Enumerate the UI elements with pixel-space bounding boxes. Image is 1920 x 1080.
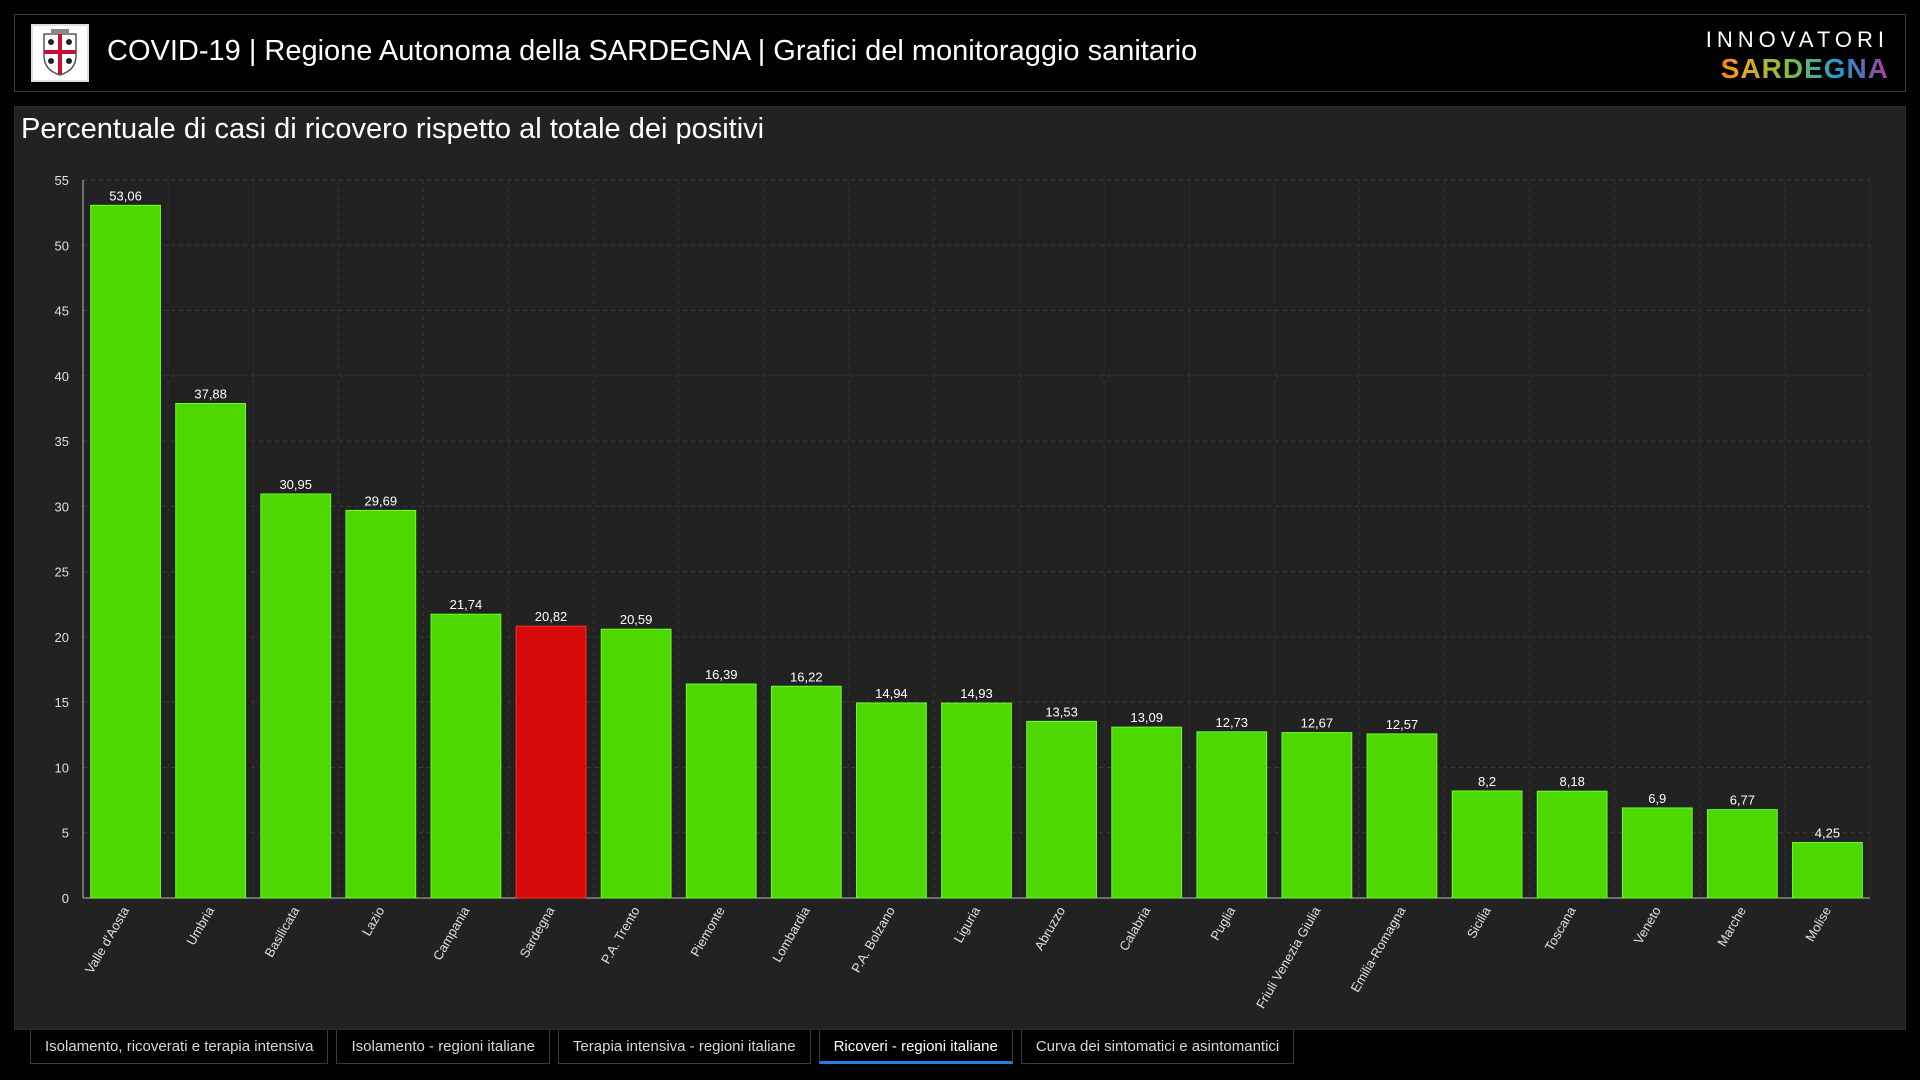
x-tick-label: P.A. Trento	[598, 904, 643, 966]
y-tick-label: 5	[62, 826, 69, 841]
tab-2[interactable]: Terapia intensiva - regioni italiane	[557, 1030, 811, 1064]
bar	[515, 625, 587, 899]
bar	[260, 493, 332, 899]
y-tick-label: 15	[55, 695, 69, 710]
sardinia-coat-of-arms-logo	[31, 24, 89, 82]
x-tick-label: Basilicata	[262, 903, 303, 959]
bar	[90, 204, 161, 899]
app-header: COVID-19 | Regione Autonoma della SARDEG…	[14, 14, 1906, 92]
bar-value-label: 12,73	[1216, 715, 1249, 730]
bar	[941, 702, 1012, 899]
x-tick-label: Veneto	[1631, 904, 1664, 947]
chart-panel: Percentuale di casi di ricovero rispetto…	[14, 106, 1906, 1030]
bar	[175, 402, 247, 899]
bar-value-label: 16,22	[790, 669, 823, 684]
tab-1[interactable]: Isolamento - regioni italiane	[336, 1030, 550, 1064]
bar-value-label: 14,93	[960, 686, 993, 701]
y-tick-label: 55	[55, 173, 69, 188]
tab-3[interactable]: Ricoveri - regioni italiane	[818, 1030, 1013, 1064]
x-tick-label: Piemonte	[687, 904, 727, 959]
bar-value-label: 12,57	[1386, 717, 1419, 732]
bar	[1621, 807, 1693, 899]
innovatori-sardegna-logo: INNOVATORI SARDEGNA	[1689, 27, 1889, 85]
x-tick-label: Calabria	[1116, 903, 1154, 953]
x-tick-label: Campania	[430, 903, 473, 962]
y-tick-label: 30	[55, 499, 69, 514]
bar	[1111, 726, 1183, 899]
x-tick-label: Umbria	[183, 903, 217, 947]
bar-value-label: 6,9	[1648, 791, 1666, 806]
y-tick-label: 45	[55, 304, 69, 319]
bar	[1281, 732, 1353, 899]
bar	[345, 509, 417, 899]
bar-value-label: 8,18	[1560, 774, 1585, 789]
x-tick-label: Puglia	[1207, 903, 1238, 942]
bar-value-label: 6,77	[1730, 793, 1755, 808]
bar-value-label: 13,09	[1130, 710, 1163, 725]
bar-value-label: 20,59	[620, 612, 653, 627]
y-tick-label: 50	[55, 238, 69, 253]
x-tick-label: Sicilia	[1464, 903, 1494, 941]
bar-value-label: 29,69	[365, 493, 398, 508]
bar	[1451, 790, 1523, 899]
bar-value-label: 37,88	[194, 386, 227, 401]
y-tick-label: 10	[55, 760, 69, 775]
x-tick-label: Molise	[1802, 904, 1834, 944]
bar-value-label: 13,53	[1045, 704, 1078, 719]
x-tick-label: Friuli Venezia Giulia	[1253, 903, 1324, 1011]
bar-value-label: 16,39	[705, 667, 738, 682]
y-tick-label: 25	[55, 565, 69, 580]
tab-bar: Isolamento, ricoverati e terapia intensi…	[30, 1030, 1295, 1066]
x-tick-label: Marche	[1714, 904, 1749, 949]
x-tick-label: P.A. Bolzano	[848, 904, 898, 975]
bar	[430, 613, 502, 899]
chart-title: Percentuale di casi di ricovero rispetto…	[21, 113, 765, 145]
y-tick-label: 35	[55, 434, 69, 449]
bar-value-label: 4,25	[1815, 826, 1840, 841]
x-tick-label: Sardegna	[516, 903, 558, 960]
x-tick-label: Lazio	[359, 904, 388, 938]
bar-value-label: 8,2	[1478, 774, 1496, 789]
page-title: COVID-19 | Regione Autonoma della SARDEG…	[107, 35, 1198, 67]
bar	[1536, 790, 1608, 899]
bar	[1706, 809, 1778, 899]
bar	[856, 702, 927, 899]
x-tick-label: Valle d'Aosta	[82, 903, 133, 976]
x-tick-label: Liguria	[951, 903, 984, 945]
coat-of-arms-icon	[43, 29, 77, 76]
brand-bottom-text: SARDEGNA	[1689, 53, 1889, 85]
bar-chart: 0 5 10 15 20 25 30 35 40 45 50 55 53,06 Valle d'Aosta…	[55, 173, 1871, 1011]
x-tick-label: Abruzzo	[1031, 904, 1068, 953]
bar	[1196, 731, 1268, 899]
bar-value-label: 14,94	[875, 686, 908, 701]
x-tick-label: Emilia-Romagna	[1348, 903, 1409, 994]
tab-0[interactable]: Isolamento, ricoverati e terapia intensi…	[30, 1030, 329, 1064]
bar	[770, 685, 842, 899]
bar-value-label: 12,67	[1301, 716, 1334, 731]
bar	[1026, 720, 1097, 899]
bar-value-label: 20,82	[535, 609, 568, 624]
y-tick-label: 20	[55, 630, 69, 645]
bar-value-label: 53,06	[109, 188, 142, 203]
bar	[600, 628, 672, 899]
bar	[1792, 842, 1863, 899]
y-tick-label: 40	[55, 369, 69, 384]
bar-value-label: 30,95	[279, 477, 312, 492]
x-tick-label: Lombardia	[769, 903, 813, 964]
x-tick-label: Toscana	[1542, 903, 1580, 953]
y-tick-label: 0	[62, 891, 69, 906]
tab-4[interactable]: Curva dei sintomatici e asintomantici	[1020, 1030, 1295, 1064]
bar-value-label: 21,74	[450, 597, 483, 612]
bar	[685, 683, 757, 899]
brand-top-text: INNOVATORI	[1705, 27, 1889, 52]
bar	[1366, 733, 1438, 899]
